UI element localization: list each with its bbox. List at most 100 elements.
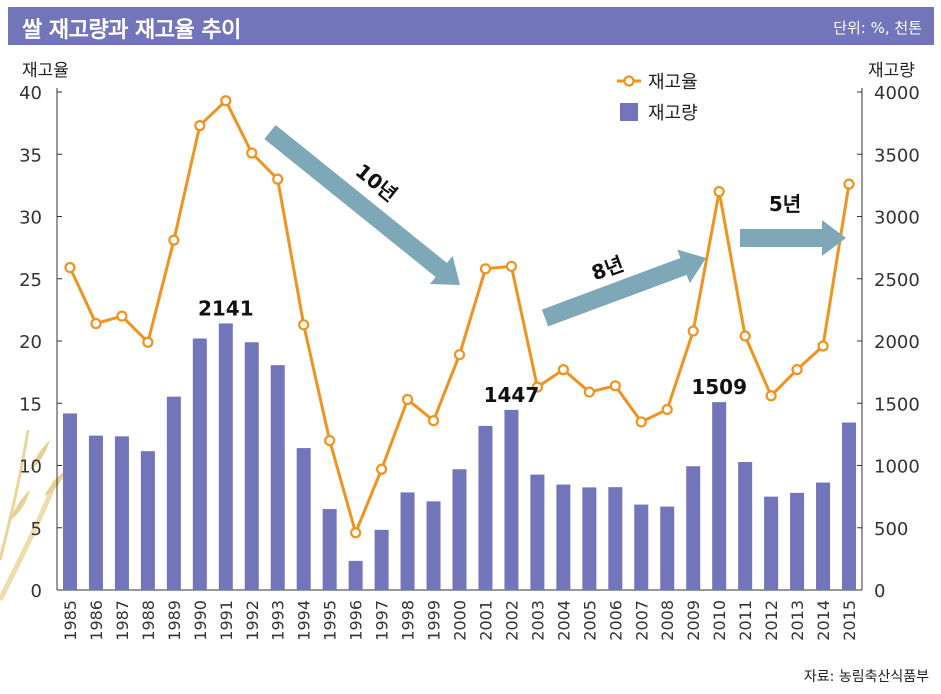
right-tick-label: 2000 — [874, 332, 920, 353]
left-tick-label: 15 — [19, 394, 42, 415]
stock-rate-line — [68, 99, 851, 535]
bar-1994 — [296, 448, 311, 590]
point-1987 — [116, 310, 128, 322]
legend-line-point — [623, 75, 635, 87]
bar-1998 — [400, 492, 415, 590]
x-tick-label: 2014 — [814, 600, 833, 641]
point-1990 — [194, 120, 206, 132]
bar-2012 — [764, 496, 779, 590]
bar-1999 — [426, 501, 441, 590]
left-axis-label: 재고율 — [22, 61, 69, 81]
x-tick-label: 1998 — [399, 600, 418, 641]
point-2007 — [635, 416, 647, 428]
bar-2008 — [660, 506, 675, 590]
legend-bar-marker — [620, 103, 638, 121]
bar-2009 — [686, 466, 701, 590]
bar-1985 — [62, 413, 77, 590]
bar-value-label-2002: 1447 — [484, 383, 540, 407]
left-tick-label: 35 — [19, 145, 42, 166]
x-tick-label: 1995 — [321, 600, 340, 641]
point-1998 — [401, 393, 414, 406]
x-tick-label: 2010 — [710, 600, 729, 641]
left-tick-label: 40 — [19, 83, 42, 104]
point-2010 — [713, 186, 725, 198]
trend-arrow-2 — [740, 220, 846, 256]
legend-label-stock: 재고량 — [648, 103, 698, 124]
bar-1993 — [270, 365, 285, 590]
right-tick-label: 1500 — [874, 394, 920, 415]
x-tick-label: 2000 — [451, 600, 470, 641]
bar-1992 — [244, 342, 259, 590]
point-2009 — [687, 325, 699, 337]
bar-1986 — [88, 435, 103, 590]
bar-2003 — [530, 474, 545, 590]
bar-1989 — [166, 396, 181, 590]
left-tick-label: 10 — [19, 457, 42, 478]
bar-2006 — [608, 487, 623, 590]
point-2014 — [817, 340, 829, 352]
x-tick-label: 1988 — [139, 600, 158, 641]
left-tick-label: 30 — [19, 208, 42, 229]
bar-value-label-2010: 1509 — [691, 375, 747, 399]
point-1986 — [90, 317, 102, 330]
right-tick-label: 3500 — [874, 145, 920, 166]
bar-2015 — [842, 422, 857, 590]
chart-title: 쌀 재고량과 재고율 추이 — [22, 18, 241, 43]
point-2003 — [531, 381, 544, 393]
point-1991 — [220, 95, 232, 107]
bar-value-label-1991: 2141 — [198, 296, 254, 320]
point-2011 — [739, 330, 751, 342]
x-tick-label: 2002 — [502, 600, 521, 641]
source-note: 자료: 농림축산식품부 — [803, 669, 929, 685]
bar-1997 — [374, 529, 389, 590]
bar-2000 — [452, 469, 467, 590]
bar-2011 — [738, 462, 753, 590]
x-tick-label: 2004 — [554, 600, 573, 641]
bar-2010 — [712, 402, 727, 590]
unit-label: 단위: %, 천톤 — [833, 19, 922, 37]
x-tick-label: 1994 — [295, 600, 314, 641]
bar-2005 — [582, 487, 597, 590]
x-tick-label: 1987 — [113, 600, 132, 641]
x-tick-label: 2015 — [840, 600, 859, 641]
rice-stalk-decoration — [0, 429, 66, 602]
bar-1991 — [218, 323, 233, 590]
right-tick-label: 0 — [874, 581, 885, 602]
x-tick-label: 1990 — [191, 600, 210, 641]
x-tick-label: 1997 — [373, 600, 392, 641]
header-bar: 쌀 재고량과 재고율 추이 단위: %, 천톤 — [8, 7, 934, 45]
right-tick-label: 1000 — [874, 457, 920, 478]
point-1993 — [272, 173, 284, 185]
trend-label-2: 5년 — [769, 192, 801, 216]
bar-2007 — [634, 504, 649, 590]
point-1989 — [168, 234, 180, 246]
x-tick-label: 1996 — [347, 600, 366, 641]
point-2001 — [479, 263, 492, 275]
point-2012 — [765, 390, 777, 402]
point-2015 — [843, 178, 855, 190]
point-1985 — [64, 261, 76, 274]
bar-2002 — [504, 409, 519, 590]
x-tick-label: 1993 — [269, 600, 288, 641]
point-2008 — [661, 403, 673, 416]
bar-2004 — [556, 484, 571, 590]
left-tick-label: 20 — [19, 332, 42, 353]
left-tick-label: 0 — [31, 581, 42, 602]
x-tick-label: 1992 — [243, 600, 262, 641]
point-1988 — [142, 336, 154, 348]
x-tick-label: 1989 — [165, 600, 184, 641]
x-tick-label: 2005 — [580, 600, 599, 641]
x-tick-label: 1991 — [217, 600, 236, 641]
point-1996 — [350, 527, 362, 539]
bar-2014 — [816, 482, 831, 590]
x-tick-label: 2013 — [788, 600, 807, 641]
left-tick-label: 25 — [19, 270, 42, 291]
x-tick-label: 2009 — [684, 600, 703, 641]
bar-1995 — [322, 509, 337, 590]
x-tick-label: 2007 — [632, 600, 651, 641]
point-1997 — [375, 463, 388, 475]
x-tick-label: 2012 — [762, 600, 781, 641]
point-2006 — [609, 380, 621, 392]
point-2002 — [505, 260, 518, 272]
